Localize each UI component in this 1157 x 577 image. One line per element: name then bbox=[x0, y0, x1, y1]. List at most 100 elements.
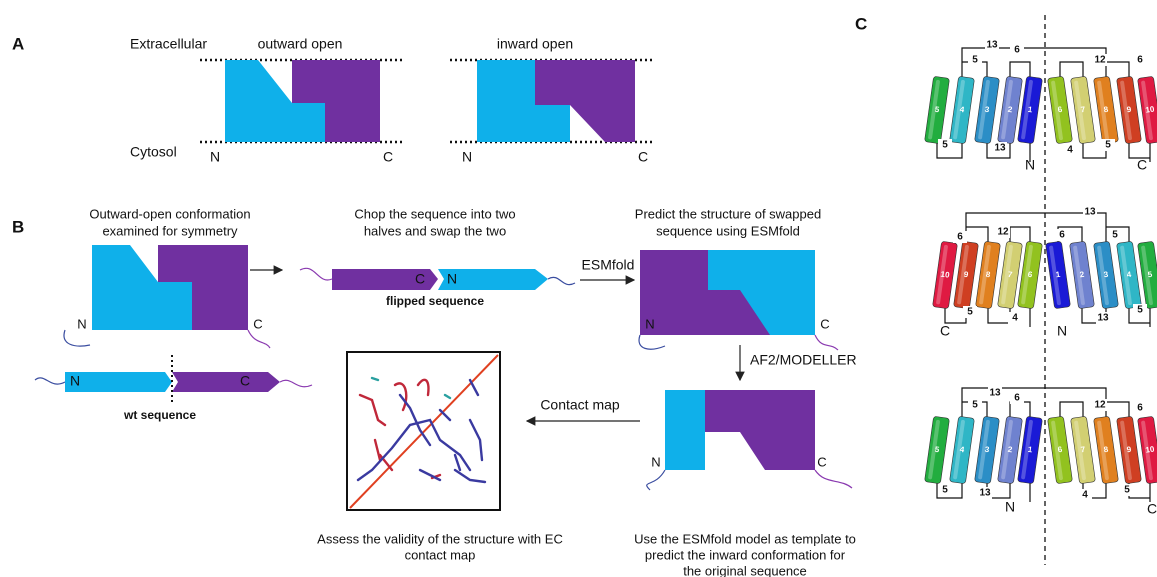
connector bbox=[280, 380, 312, 386]
helix: 8 bbox=[1093, 76, 1118, 144]
loop-label: 13 bbox=[1097, 313, 1109, 324]
label: N bbox=[447, 271, 457, 287]
step-text: Predict the structure of swapped bbox=[635, 206, 821, 221]
helix: 9 bbox=[1116, 416, 1141, 484]
block bbox=[665, 390, 705, 470]
panel-label: C bbox=[855, 14, 867, 33]
label: inward open bbox=[497, 36, 573, 52]
loop-label: 6 bbox=[957, 232, 963, 243]
helix: 5 bbox=[924, 76, 949, 144]
loop-label: 5 bbox=[1112, 230, 1118, 241]
helix-label: 10 bbox=[940, 270, 951, 280]
panel-b-shapes bbox=[35, 245, 852, 510]
block bbox=[172, 372, 280, 392]
loop-label: 13 bbox=[986, 40, 998, 51]
loop-label: 5 bbox=[972, 400, 978, 411]
helix-label: 10 bbox=[1145, 104, 1156, 114]
loop-label: 5 bbox=[1124, 485, 1130, 496]
connector bbox=[35, 378, 65, 384]
loop-label: 4 bbox=[1012, 313, 1018, 324]
label: C bbox=[820, 316, 829, 331]
panel-a-shapes bbox=[200, 60, 655, 142]
helix: 8 bbox=[975, 241, 1000, 309]
helix: 7 bbox=[1070, 76, 1095, 144]
helix: 2 bbox=[1069, 241, 1094, 309]
helix: 6 bbox=[1047, 76, 1072, 144]
helix: 4 bbox=[949, 76, 974, 144]
helix: 10 bbox=[932, 241, 957, 309]
step-text: the original sequence bbox=[683, 563, 807, 577]
loop-label: 13 bbox=[1084, 207, 1096, 218]
figure: 54321678910135612651345NC109876123456121… bbox=[0, 0, 1157, 577]
helix: 9 bbox=[1116, 76, 1141, 144]
loop-label: 6 bbox=[1014, 393, 1020, 404]
loop-label: 5 bbox=[967, 307, 973, 318]
connector bbox=[815, 335, 838, 350]
connector bbox=[248, 330, 270, 348]
label: N bbox=[77, 316, 86, 331]
label: outward open bbox=[258, 36, 343, 52]
loop-label: 4 bbox=[1082, 490, 1088, 501]
helix: 3 bbox=[974, 416, 999, 484]
page: { "panel_a": { "label": "A", "extracellu… bbox=[0, 0, 1157, 577]
helix: 8 bbox=[1093, 416, 1118, 484]
helix: 5 bbox=[924, 416, 949, 484]
label: ESMfold bbox=[582, 257, 635, 273]
label: N bbox=[651, 454, 660, 469]
step-text: Use the ESMfold model as template to bbox=[634, 531, 856, 546]
terminus-label: C bbox=[940, 323, 950, 339]
label: Extracellular bbox=[130, 36, 207, 52]
loop-label: 5 bbox=[942, 140, 948, 151]
step-text: predict the inward conformation for bbox=[645, 547, 846, 562]
loop-label: 6 bbox=[1137, 55, 1143, 66]
label: N bbox=[645, 316, 654, 331]
loop-label: 5 bbox=[972, 55, 978, 66]
label: C bbox=[383, 149, 393, 165]
label: C bbox=[415, 271, 425, 287]
step-text: Outward-open conformation bbox=[89, 206, 250, 221]
loop-label: 4 bbox=[1067, 145, 1073, 156]
connector bbox=[815, 470, 852, 488]
label: Cytosol bbox=[130, 144, 177, 160]
step-text: Assess the validity of the structure wit… bbox=[317, 531, 563, 546]
loop-label: 13 bbox=[994, 143, 1006, 154]
helix-label: 10 bbox=[1145, 444, 1156, 454]
label: N bbox=[210, 149, 220, 165]
loop-label: 5 bbox=[1137, 305, 1143, 316]
helix: 7 bbox=[1070, 416, 1095, 484]
step-text: examined for symmetry bbox=[102, 223, 238, 238]
loop-label: 6 bbox=[1014, 45, 1020, 56]
terminus-label: C bbox=[1137, 157, 1147, 173]
terminus-label: N bbox=[1057, 323, 1067, 339]
label: C bbox=[638, 149, 648, 165]
panel-label: A bbox=[12, 34, 24, 53]
label: Contact map bbox=[540, 397, 620, 413]
helix: 3 bbox=[1093, 241, 1118, 309]
connector bbox=[639, 335, 665, 349]
panel-label: B bbox=[12, 217, 24, 236]
terminus-label: N bbox=[1005, 499, 1015, 515]
block bbox=[65, 372, 172, 392]
connector bbox=[64, 330, 90, 346]
helix: 9 bbox=[953, 241, 978, 309]
loop-label: 5 bbox=[942, 485, 948, 496]
label: flipped sequence bbox=[386, 294, 484, 308]
loop-label: 13 bbox=[979, 488, 991, 499]
block bbox=[705, 390, 815, 470]
loop-label: 12 bbox=[1094, 400, 1106, 411]
connector bbox=[548, 277, 575, 284]
helix: 3 bbox=[974, 76, 999, 144]
loop-label: 5 bbox=[1105, 140, 1111, 151]
label: wt sequence bbox=[123, 408, 196, 422]
connector bbox=[300, 268, 332, 280]
loop-label: 12 bbox=[997, 227, 1009, 238]
loop-label: 6 bbox=[1137, 403, 1143, 414]
terminus-label: C bbox=[1147, 501, 1157, 517]
label: C bbox=[240, 373, 250, 389]
step-text: Chop the sequence into two bbox=[354, 206, 515, 221]
label: N bbox=[70, 373, 80, 389]
connector bbox=[647, 470, 665, 490]
label: N bbox=[462, 149, 472, 165]
helix: 4 bbox=[949, 416, 974, 484]
step-text: halves and swap the two bbox=[364, 223, 506, 238]
